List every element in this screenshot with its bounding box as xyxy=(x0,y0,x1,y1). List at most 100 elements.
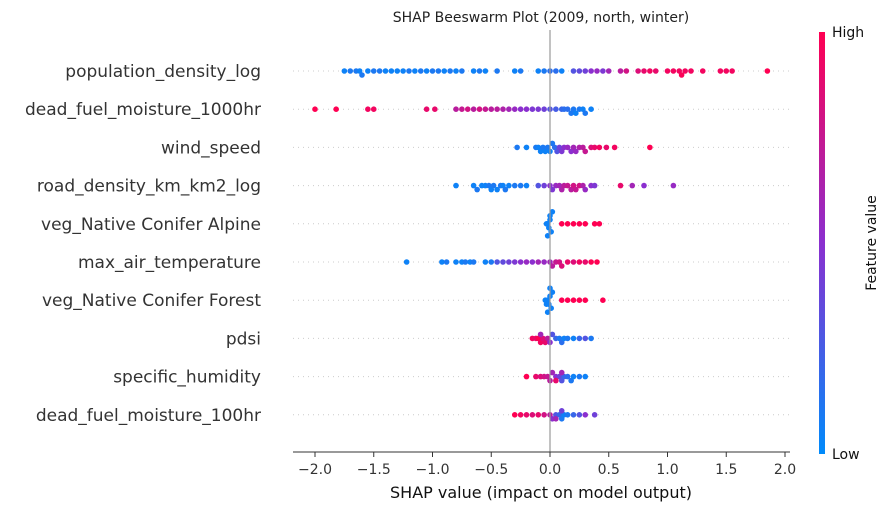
x-tick-label: 0.0 xyxy=(539,462,561,478)
shap-point xyxy=(535,412,542,418)
shap-point xyxy=(699,68,706,74)
shap-point xyxy=(591,221,598,227)
shap-point xyxy=(388,68,395,74)
shap-point xyxy=(582,412,589,418)
x-tick-label: 0.5 xyxy=(598,462,620,478)
shap-point xyxy=(617,68,624,74)
shap-point xyxy=(535,259,542,265)
shap-point xyxy=(482,68,489,74)
shap-point xyxy=(582,148,589,155)
shap-point xyxy=(447,68,453,74)
shap-point xyxy=(647,68,653,74)
shap-point xyxy=(412,68,418,74)
feature-label: veg_Native Conifer Forest xyxy=(42,291,261,311)
shap-point xyxy=(488,106,495,112)
shap-point xyxy=(553,416,559,422)
shap-point xyxy=(511,106,518,112)
feature-label: max_air_temperature xyxy=(78,253,261,273)
shap-point xyxy=(617,182,624,189)
x-axis-label: SHAP value (impact on model output) xyxy=(390,483,692,502)
shap-point xyxy=(591,412,598,418)
shap-point xyxy=(529,259,536,265)
shap-point xyxy=(573,148,579,155)
shap-point xyxy=(723,68,730,74)
x-tick-label: 1.5 xyxy=(715,462,737,478)
shap-point xyxy=(588,259,594,265)
shap-point xyxy=(470,182,477,189)
shap-point xyxy=(441,68,448,74)
shap-point xyxy=(564,144,571,151)
shap-point xyxy=(558,263,565,269)
shap-point xyxy=(582,259,589,265)
shap-point xyxy=(403,259,410,265)
shap-point xyxy=(582,335,589,342)
colorbar-high-label: High xyxy=(832,25,864,41)
shap-point xyxy=(470,259,477,265)
shap-point xyxy=(652,68,659,74)
shap-point xyxy=(511,68,518,74)
shap-point xyxy=(514,144,520,151)
x-tick-label: −1.0 xyxy=(416,462,450,478)
shap-point xyxy=(470,106,477,112)
shap-point xyxy=(347,68,354,74)
shap-point xyxy=(517,259,524,265)
feature-label: wind_speed xyxy=(161,138,261,158)
shap-point xyxy=(443,259,450,265)
shap-point xyxy=(596,221,603,227)
shap-point xyxy=(537,331,544,338)
shap-point xyxy=(678,72,685,78)
shap-point xyxy=(535,106,542,112)
shap-point xyxy=(717,68,724,74)
shap-point xyxy=(564,297,571,304)
shap-point xyxy=(417,68,424,74)
shap-point xyxy=(502,186,509,193)
shap-point xyxy=(432,106,438,112)
shap-point xyxy=(670,182,677,189)
feature-label: road_density_km_km2_log xyxy=(37,177,261,197)
shap-point xyxy=(462,259,469,265)
shap-point xyxy=(500,259,506,265)
shap-point xyxy=(511,259,518,265)
shap-point xyxy=(470,68,477,74)
colorbar xyxy=(819,32,825,454)
shap-point xyxy=(594,68,600,74)
shap-point xyxy=(570,221,577,227)
shap-point xyxy=(494,259,500,265)
shap-point xyxy=(576,68,583,74)
shap-point xyxy=(494,106,500,112)
shap-point xyxy=(549,186,556,193)
shap-point xyxy=(558,408,565,414)
shap-point xyxy=(523,106,530,112)
feature-label: veg_Native Conifer Alpine xyxy=(41,215,261,235)
shap-point xyxy=(429,68,436,74)
shap-point xyxy=(359,72,365,78)
shap-point xyxy=(423,68,430,74)
shap-point xyxy=(582,221,589,227)
shap-point xyxy=(603,144,610,151)
shap-point xyxy=(464,106,471,112)
shap-point xyxy=(370,68,377,74)
shap-point xyxy=(341,68,348,74)
shap-point xyxy=(576,335,583,342)
shap-point xyxy=(517,68,524,74)
feature-label: population_density_log xyxy=(65,62,261,82)
shap-point xyxy=(558,297,565,304)
shap-point xyxy=(517,106,524,112)
chart-title: SHAP Beeswarm Plot (2009, north, winter) xyxy=(393,10,689,26)
shap-point xyxy=(453,259,459,265)
shap-point xyxy=(482,106,489,112)
shap-point xyxy=(333,106,339,112)
shap-point xyxy=(576,297,583,304)
feature-label: pdsi xyxy=(226,329,261,349)
shap-point xyxy=(423,106,430,112)
shap-point xyxy=(365,68,371,74)
x-axis-ticks: −2.0 −1.5 −1.0 −0.5 0.0 0.5 1.0 1.5 2.0 xyxy=(298,452,796,478)
shap-point xyxy=(490,182,497,189)
shap-point xyxy=(558,369,565,376)
shap-point xyxy=(523,412,530,418)
shap-point xyxy=(529,412,536,418)
shap-point xyxy=(517,182,524,189)
shap-point xyxy=(564,106,571,112)
shap-point xyxy=(605,68,612,74)
shap-point xyxy=(570,373,577,380)
